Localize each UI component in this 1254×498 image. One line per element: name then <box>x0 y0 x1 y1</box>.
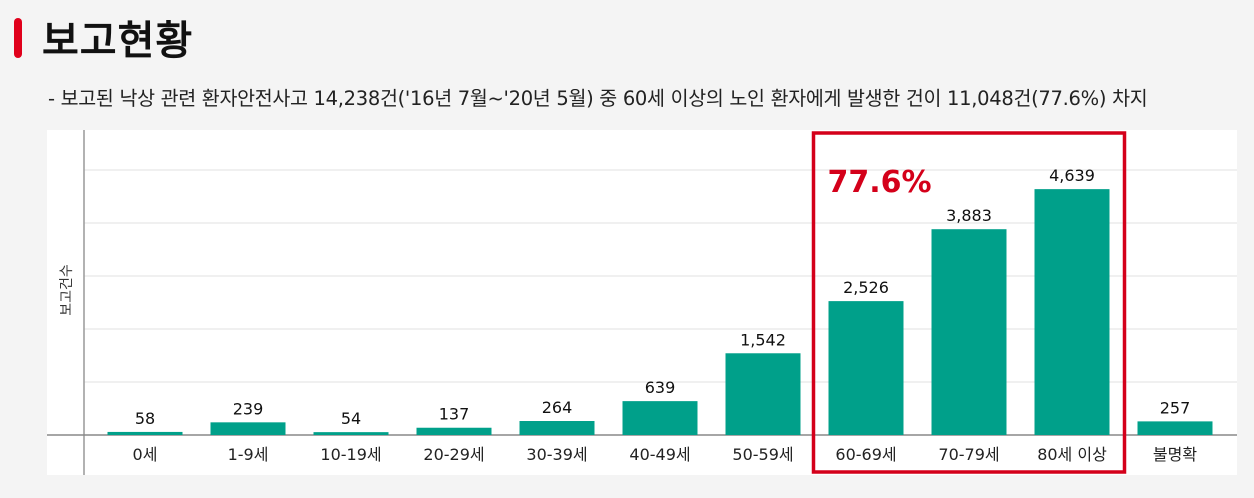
bar <box>519 421 595 435</box>
bar-value-label: 239 <box>233 399 264 418</box>
bar-value-label: 58 <box>135 409 155 428</box>
bar-value-label: 257 <box>1160 398 1191 417</box>
category-tick-label: 70-79세 <box>938 445 999 464</box>
category-tick-label: 60-69세 <box>835 445 896 464</box>
category-tick-label: 80세 이상 <box>1037 445 1107 464</box>
bar-value-label: 639 <box>645 378 676 397</box>
bar <box>931 229 1007 435</box>
category-tick-label: 20-29세 <box>423 445 484 464</box>
category-tick-label: 30-39세 <box>526 445 587 464</box>
bar-value-label: 1,542 <box>740 330 786 349</box>
bar-value-label: 54 <box>341 409 361 428</box>
bar-chart: 보고건수 58 0세 239 1-9세 54 10-19세 137 20-29세 264 30-39… <box>47 130 1237 475</box>
bar <box>1137 421 1213 435</box>
bar-value-label: 4,639 <box>1049 166 1095 185</box>
bar <box>622 401 698 435</box>
category-tick-label: 불명확 <box>1153 445 1197 464</box>
category-tick-label: 40-49세 <box>629 445 690 464</box>
highlight-percentage-label: 77.6% <box>828 165 932 200</box>
category-tick-label: 50-59세 <box>732 445 793 464</box>
bar-value-label: 264 <box>542 398 573 417</box>
highlight-box <box>811 131 1127 474</box>
category-tick-label: 1-9세 <box>228 445 269 464</box>
bar <box>725 353 801 435</box>
bar <box>313 432 389 435</box>
page-title: 보고현황 <box>42 18 194 64</box>
category-tick-label: 10-19세 <box>320 445 381 464</box>
chart-panel: 보고건수 58 0세 239 1-9세 54 10-19세 137 20-29세 264 30-39… <box>47 130 1237 475</box>
category-tick-label: 0세 <box>133 445 158 464</box>
bar <box>1034 189 1110 435</box>
bar-value-label: 3,883 <box>946 206 992 225</box>
bar-value-label: 2,526 <box>843 278 889 297</box>
bar-value-label: 137 <box>439 405 470 424</box>
bar <box>828 301 904 435</box>
bar <box>416 427 492 435</box>
bar <box>210 422 286 435</box>
page-subtitle: - 보고된 낙상 관련 환자안전사고 14,238건('16년 7월~'20년 … <box>48 87 1148 110</box>
title-accent-bar <box>14 18 22 58</box>
y-axis-label: 보고건수 <box>59 264 75 316</box>
bar <box>107 431 183 435</box>
